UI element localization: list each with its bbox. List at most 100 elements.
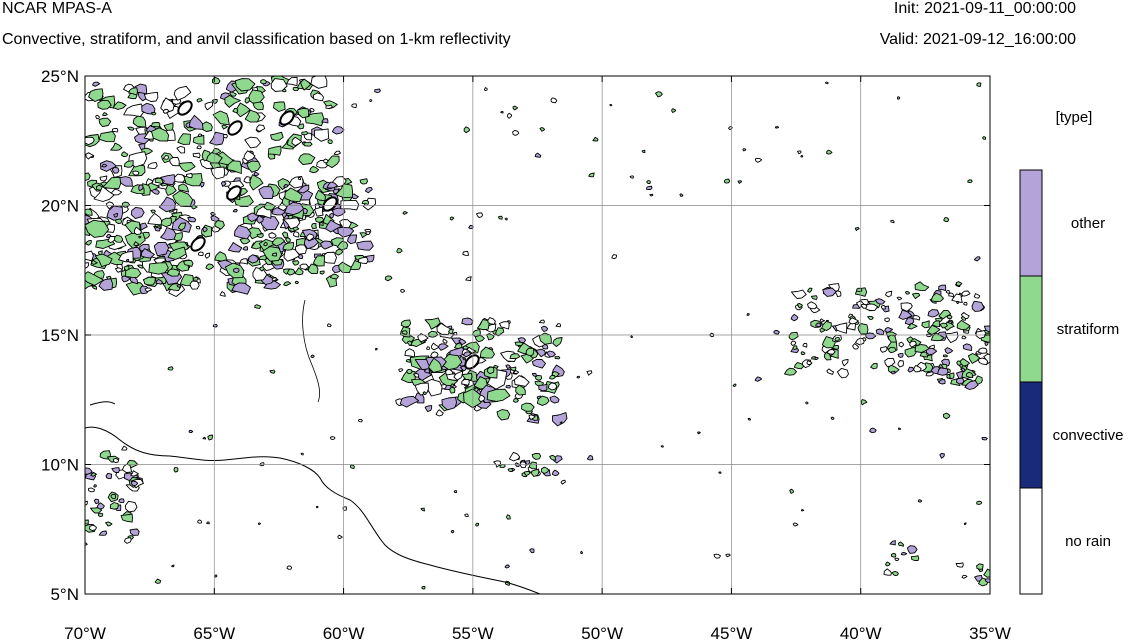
rain-cell [875,328,885,335]
rain-cell [183,259,194,267]
rain-cell [253,171,260,177]
rain-cell [172,208,178,214]
rain-cell [123,537,132,544]
rain-cell [85,271,104,287]
map-subtitle: Convective, stratiform, and anvil classi… [2,31,511,48]
rain-cell [834,336,841,342]
rain-cell [517,337,527,343]
rain-cell [889,540,896,546]
rain-cell [796,302,803,309]
rain-cell [88,487,95,493]
rain-cell [431,342,440,351]
rain-cell [860,399,868,406]
rain-cell [797,150,802,155]
rain-cell [967,179,973,184]
rain-cell [277,178,292,190]
rain-cell [948,292,954,298]
rain-cell [742,148,747,152]
rain-cell [142,276,156,286]
rain-cell [196,98,203,103]
contour-zero-marker [227,120,243,136]
rain-cell [904,346,917,358]
rain-cell [109,502,119,510]
rain-cell [169,156,180,167]
rain-cell [121,151,129,158]
rain-cell [85,519,89,525]
rain-cell [310,354,315,359]
rain-cell [834,290,842,298]
rain-cell [461,317,474,326]
rain-cell [112,101,127,110]
rain-cell [362,197,377,211]
axis-ticks: 70°W 65°W 60°W 55°W 50°W 45°W 40°W 35°W 5°N 10°N 1… [41,67,1011,641]
rain-cell [286,268,296,276]
rain-cell [983,353,990,365]
rain-cell [438,343,449,351]
rain-cell [453,331,458,336]
rain-cell [270,78,288,92]
rain-cell [214,574,218,578]
rain-cell [754,157,763,163]
rain-cell [961,335,967,340]
rain-cell [875,298,886,305]
rain-cell [919,351,929,358]
rain-cell [450,529,455,534]
rain-cell [925,347,938,356]
rain-cell [982,136,987,140]
rain-cell [540,466,550,474]
rain-cell [129,528,140,536]
rain-cell [897,353,904,358]
rain-cell [880,305,886,310]
rain-cell [931,320,941,328]
rain-cell [917,499,923,503]
rain-cell [737,180,743,184]
rain-cell [945,331,959,344]
rain-cell [269,369,276,374]
rain-cell [396,247,403,254]
rain-cell [538,383,548,392]
rain-cell [97,512,104,518]
rain-cell [244,109,261,123]
rain-cell [141,248,155,259]
coastline-south-america [85,426,541,594]
rain-cell [347,234,358,245]
rain-cell [884,357,896,368]
rain-cell [907,366,915,373]
rain-cell [921,320,930,329]
rain-cell [153,241,170,257]
rain-cell [122,463,133,473]
rain-cell [263,241,268,247]
lat-tick-label: 15°N [41,326,79,345]
rain-cell [242,246,249,251]
rain-cell [848,317,859,325]
graticule [85,76,990,594]
lat-tick-label: 5°N [50,585,79,604]
rain-cell [826,149,833,155]
rain-cell [486,388,511,402]
rain-cell [85,172,91,181]
rain-cell [321,118,329,124]
rain-cell [984,341,989,347]
rain-cell [535,348,546,358]
rain-cell [118,250,134,263]
rain-cell [487,369,508,390]
rain-cell [965,371,974,378]
rain-cell [897,541,904,547]
rain-cell [359,178,368,185]
rain-cell [130,480,139,487]
rain-cell [374,88,381,93]
rain-cell [233,225,252,240]
rain-cell [102,112,108,116]
legend-label-stratiform: stratiform [1057,321,1120,338]
rain-cell [220,181,227,187]
rain-cell [486,366,495,375]
rain-cell [260,79,267,85]
rain-cell [297,176,302,181]
rain-cell [160,227,177,241]
rain-cell [461,378,470,386]
rain-cell [121,445,128,451]
rain-cell [176,145,186,154]
rain-cell [137,264,144,269]
rain-cell [268,232,277,239]
rain-cell [98,131,116,143]
